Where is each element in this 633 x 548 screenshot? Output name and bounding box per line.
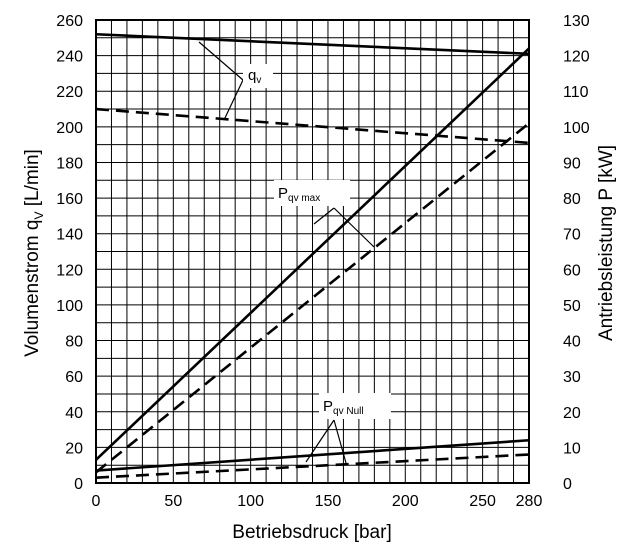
y-right-tick-label: 60 bbox=[563, 262, 581, 279]
y-left-tick-label: 60 bbox=[65, 369, 83, 386]
annotation-qv-sub: v bbox=[256, 75, 261, 86]
series-line-4 bbox=[95, 122, 530, 474]
series-line-3 bbox=[95, 47, 530, 461]
tick-labels: 0 50 100 150 200 250 2800204060801001201401601… bbox=[56, 13, 590, 510]
x-axis-title: Betriebsdruck [bar] bbox=[232, 522, 391, 543]
y-left-tick-label: 180 bbox=[56, 155, 83, 172]
y-right-tick-label: 130 bbox=[563, 13, 590, 30]
y-left-title-sub: V bbox=[32, 212, 46, 220]
x-tick-label: 280 bbox=[516, 493, 543, 510]
annotation-leader-line bbox=[333, 207, 375, 248]
annotation-pqv-null: Pqv Null bbox=[319, 393, 391, 419]
y-axis-right-title: Antriebsleistung P [kW] bbox=[596, 145, 617, 341]
y-left-tick-label: 220 bbox=[56, 84, 83, 101]
y-right-tick-label: 100 bbox=[563, 120, 590, 137]
y-right-tick-label: 10 bbox=[563, 440, 581, 457]
y-right-tick-label: 70 bbox=[563, 227, 581, 244]
annotation-pqv-null-main: P bbox=[323, 398, 333, 415]
series-line-6 bbox=[95, 453, 530, 479]
annotation-leader-line bbox=[313, 207, 335, 225]
series-layer bbox=[95, 32, 530, 479]
y-left-tick-label: 240 bbox=[56, 49, 83, 66]
y-right-tick-label: 50 bbox=[563, 298, 581, 315]
svg-text:Pqv max: Pqv max bbox=[278, 185, 320, 204]
y-right-tick-label: 120 bbox=[563, 49, 590, 66]
y-right-tick-label: 20 bbox=[563, 405, 581, 422]
x-tick-label: 200 bbox=[392, 493, 419, 510]
x-tick-label: 100 bbox=[237, 493, 264, 510]
y-right-tick-label: 90 bbox=[563, 155, 581, 172]
y-left-tick-label: 100 bbox=[56, 298, 83, 315]
svg-text:Pqv Null: Pqv Null bbox=[323, 398, 364, 417]
grid bbox=[96, 20, 529, 483]
annotation-qv-main: q bbox=[248, 67, 256, 84]
y-left-title-main: Volumenstrom q bbox=[22, 220, 43, 357]
y-left-tick-label: 80 bbox=[65, 334, 83, 351]
annotation-leader-line bbox=[223, 79, 244, 121]
y-left-tick-label: 260 bbox=[56, 13, 83, 30]
x-tick-label: 50 bbox=[164, 493, 182, 510]
y-left-tick-label: 140 bbox=[56, 227, 83, 244]
annotation-leader-line bbox=[333, 419, 347, 464]
y-left-tick-label: 0 bbox=[74, 476, 83, 493]
series-line-5 bbox=[95, 438, 530, 472]
y-right-tick-label: 40 bbox=[563, 334, 581, 351]
annotation-pqv-max-sub: qv max bbox=[288, 193, 320, 204]
annotation-pqv-null-sub: qv Null bbox=[333, 406, 364, 417]
annotation-leader-line bbox=[305, 419, 335, 463]
annotation-pqv-max-main: P bbox=[278, 185, 288, 202]
y-right-tick-label: 30 bbox=[563, 369, 581, 386]
annotation-leader-line bbox=[198, 41, 244, 81]
x-tick-label: 150 bbox=[315, 493, 342, 510]
x-tick-label: 0 bbox=[92, 493, 101, 510]
series-line-1 bbox=[95, 32, 530, 56]
y-left-tick-label: 40 bbox=[65, 405, 83, 422]
y-right-tick-label: 80 bbox=[563, 191, 581, 208]
y-left-tick-label: 200 bbox=[56, 120, 83, 137]
y-left-title-unit: [L/min] bbox=[22, 149, 43, 211]
svg-text:qv: qv bbox=[248, 67, 261, 86]
plot-frame bbox=[95, 19, 530, 484]
y-right-tick-label: 0 bbox=[563, 476, 572, 493]
y-left-tick-label: 160 bbox=[56, 191, 83, 208]
y-left-tick-label: 120 bbox=[56, 262, 83, 279]
y-left-tick-label: 20 bbox=[65, 440, 83, 457]
y-axis-left-title: Volumenstrom qV [L/min] bbox=[22, 149, 46, 357]
annotation-leaders bbox=[198, 41, 375, 464]
annotation-pqv-max: Pqv max bbox=[274, 180, 350, 206]
x-tick-label: 250 bbox=[469, 493, 496, 510]
y-right-tick-label: 110 bbox=[563, 84, 589, 101]
annotation-qv: qv bbox=[243, 64, 273, 88]
series-line-2 bbox=[95, 107, 530, 145]
